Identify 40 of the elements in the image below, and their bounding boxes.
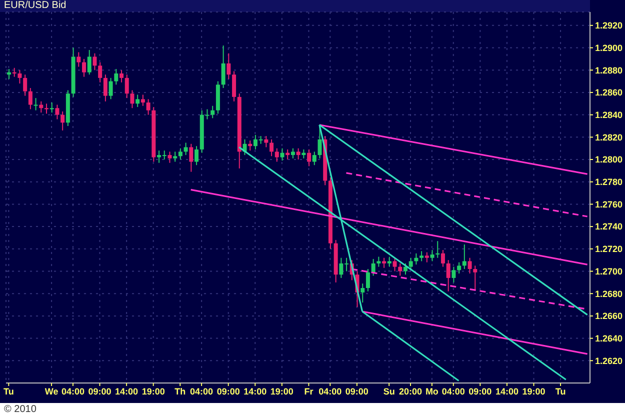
x-tick-label: Mo [425,386,439,396]
x-tick-label: 04:00 [318,386,342,396]
x-tick-label: 09:00 [345,386,368,396]
x-tick-label: Tu [4,386,14,396]
y-tick-label: 1.2860 [595,88,623,98]
y-tick-label: 1.2680 [595,288,623,299]
x-tick-label: 04:00 [61,386,84,396]
y-tick-label: 1.2660 [595,311,623,322]
x-tick-label: 09:00 [216,386,240,396]
y-tick-label: 1.2760 [595,199,623,210]
y-tick-label: 1.2700 [595,266,623,276]
y-tick-label: 1.2640 [595,333,623,344]
y-tick-label: 1.2620 [595,356,623,366]
y-tick-label: 1.2720 [595,244,623,254]
y-tick-label: 1.2880 [595,65,623,76]
chart-title: EUR/USD Bid [4,0,66,11]
x-tick-label: 04:00 [442,386,465,396]
x-tick-label: 20:00 [399,386,422,396]
y-tick-label: 1.2920 [595,20,623,31]
y-tick-label: 1.2800 [595,154,623,165]
y-tick-label: 1.2820 [595,132,623,142]
x-tick-label: 09:00 [88,386,112,396]
x-tick-label: Tu [555,386,566,396]
text: © 2010 [4,404,36,415]
y-tick-label: 1.2840 [595,110,623,120]
x-tick-label: Su [383,386,395,396]
y-tick-label: 1.2900 [595,42,623,53]
x-tick-label: 14:00 [495,386,518,396]
x-tick-label: 19:00 [270,386,294,396]
x-tick-label: 19:00 [142,386,165,396]
x-tick-label: 14:00 [244,386,267,396]
x-tick-label: Th [174,386,186,396]
x-tick-label: We [44,386,58,396]
x-tick-label: 14:00 [115,386,138,396]
x-tick-label: 04:00 [190,386,214,396]
x-tick-label: Fr [304,386,314,396]
y-tick-label: 1.2740 [595,222,623,232]
y-tick-label: 1.2780 [595,177,623,188]
x-tick-label: 09:00 [468,386,492,396]
x-tick-label: 19:00 [522,386,546,396]
